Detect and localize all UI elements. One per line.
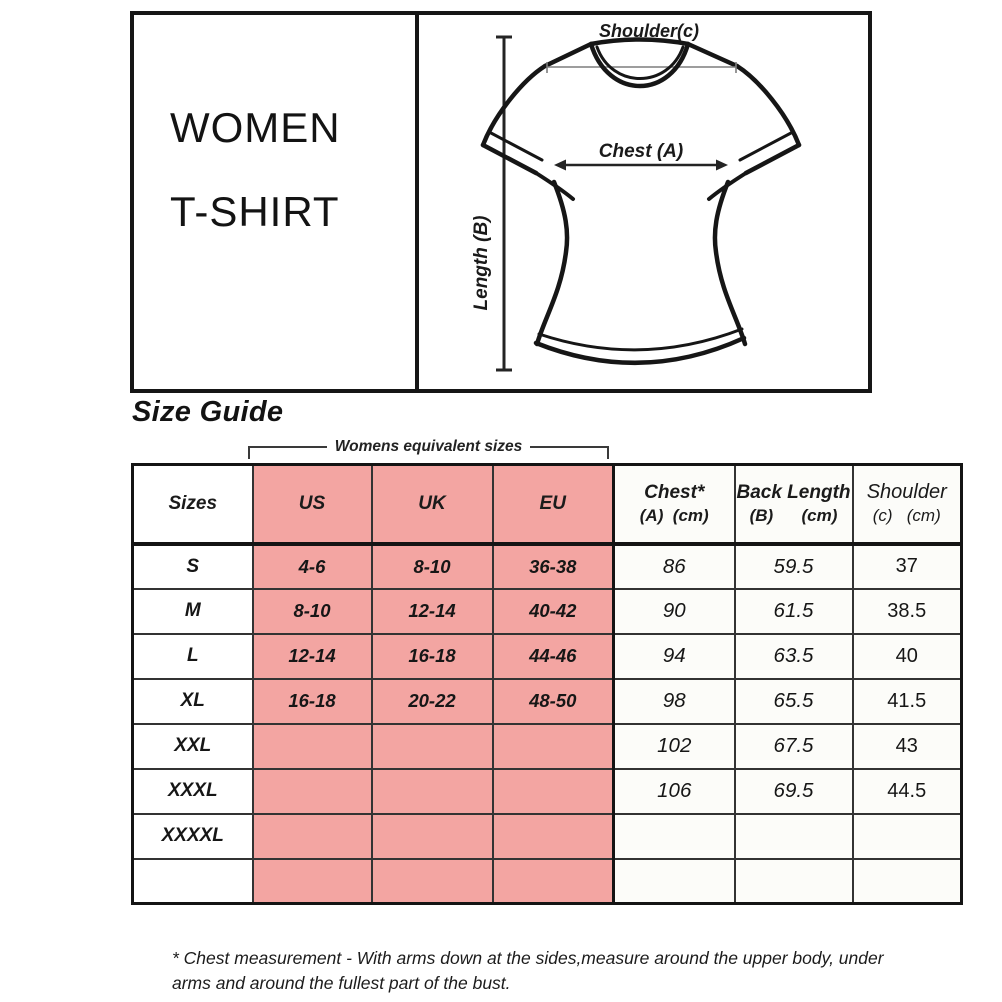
product-title-line1: WOMEN [170,104,341,151]
header-sizes: Sizes [131,463,254,546]
bracket-right-segment [530,446,609,459]
shoulder-measure-line [546,62,737,73]
cell-shoulder: 44.5 [851,767,963,815]
cell-eu [491,722,615,770]
size-table: Sizes US UK EU Chest* (A) (cm) Back Leng… [131,463,963,905]
cell-size [131,857,254,905]
cell-size: S [131,542,254,590]
header-shoulder: Shoulder (c) (cm) [851,463,963,546]
table-row-xxxl: XXXL 106 69.5 44.5 [131,767,963,815]
cell-us [251,812,373,860]
cell-shoulder: 40 [851,632,963,680]
cell-shoulder: 43 [851,722,963,770]
tshirt-outline [480,41,802,366]
table-row-xxl: XXL 102 67.5 43 [131,722,963,770]
cell-back: 59.5 [733,542,854,590]
size-table-header-row: Sizes US UK EU Chest* (A) (cm) Back Leng… [131,463,963,546]
cell-us: 4-6 [251,542,373,590]
header-chest: Chest* (A) (cm) [612,463,736,546]
tshirt-diagram-svg: Shoulder(c) Chest (A) Length (B) [471,21,802,372]
cell-uk [370,767,494,815]
header-us: US [251,463,373,546]
cell-chest: 102 [612,722,736,770]
cell-back [733,857,854,905]
cell-size: XL [131,677,254,725]
cell-back: 67.5 [733,722,854,770]
table-row-xl: XL 16-18 20-22 48-50 98 65.5 41.5 [131,677,963,725]
chest-label: Chest (A) [599,141,683,162]
cell-shoulder: 38.5 [851,587,963,635]
chest-measure-arrow [554,159,728,171]
cell-eu [491,812,615,860]
cell-uk [370,857,494,905]
product-title-line2: T-SHIRT [170,188,340,235]
cell-chest: 90 [612,587,736,635]
cell-eu: 36-38 [491,542,615,590]
length-label: Length (B) [471,216,492,311]
cell-shoulder: 41.5 [851,677,963,725]
cell-eu: 40-42 [491,587,615,635]
table-row-empty [131,857,963,905]
cell-size: M [131,587,254,635]
product-info-box: WOMEN T-SHIRT [130,11,872,393]
cell-eu: 48-50 [491,677,615,725]
cell-eu: 44-46 [491,632,615,680]
tshirt-collar [588,37,691,89]
table-row-m: M 8-10 12-14 40-42 90 61.5 38.5 [131,587,963,635]
womens-equivalent-sizes-bracket: Womens equivalent sizes [248,437,609,461]
cell-uk: 12-14 [370,587,494,635]
length-measure-line [496,35,512,372]
table-row-l: L 12-14 16-18 44-46 94 63.5 40 [131,632,963,680]
cell-shoulder: 37 [851,542,963,590]
cell-us [251,767,373,815]
cell-uk: 16-18 [370,632,494,680]
cell-uk: 20-22 [370,677,494,725]
cell-us: 16-18 [251,677,373,725]
cell-us [251,857,373,905]
tshirt-measurement-diagram: Shoulder(c) Chest (A) Length (B) [419,15,868,389]
table-row-xxxxl: XXXXL [131,812,963,860]
size-guide-heading: Size Guide [132,396,284,428]
cell-chest: 98 [612,677,736,725]
cell-back: 65.5 [733,677,854,725]
header-eu: EU [491,463,615,546]
cell-size: XXXL [131,767,254,815]
cell-size: XXL [131,722,254,770]
cell-us [251,722,373,770]
cell-back: 63.5 [733,632,854,680]
footnote-line1: * Chest measurement - With arms down at … [172,948,884,968]
cell-chest [612,812,736,860]
cell-chest: 106 [612,767,736,815]
cell-size: XXXXL [131,812,254,860]
cell-uk: 8-10 [370,542,494,590]
cell-chest: 86 [612,542,736,590]
header-back-length: Back Length (B) (cm) [733,463,854,546]
cell-back: 69.5 [733,767,854,815]
table-row-s: S 4-6 8-10 36-38 86 59.5 37 [131,542,963,590]
cell-shoulder [851,812,963,860]
bracket-left-segment [248,446,327,459]
footnote-line2: arms and around the fullest part of the … [172,973,511,993]
cell-chest: 94 [612,632,736,680]
cell-chest [612,857,736,905]
cell-eu [491,857,615,905]
cell-eu [491,767,615,815]
product-title-panel: WOMEN T-SHIRT [134,15,419,389]
cell-shoulder [851,857,963,905]
cell-uk [370,722,494,770]
cell-uk [370,812,494,860]
cell-size: L [131,632,254,680]
shoulder-label: Shoulder(c) [599,21,699,41]
header-uk: UK [370,463,494,546]
bracket-label: Womens equivalent sizes [334,438,523,455]
cell-back: 61.5 [733,587,854,635]
cell-back [733,812,854,860]
chest-measurement-footnote: * Chest measurement - With arms down at … [172,946,892,996]
cell-us: 8-10 [251,587,373,635]
cell-us: 12-14 [251,632,373,680]
